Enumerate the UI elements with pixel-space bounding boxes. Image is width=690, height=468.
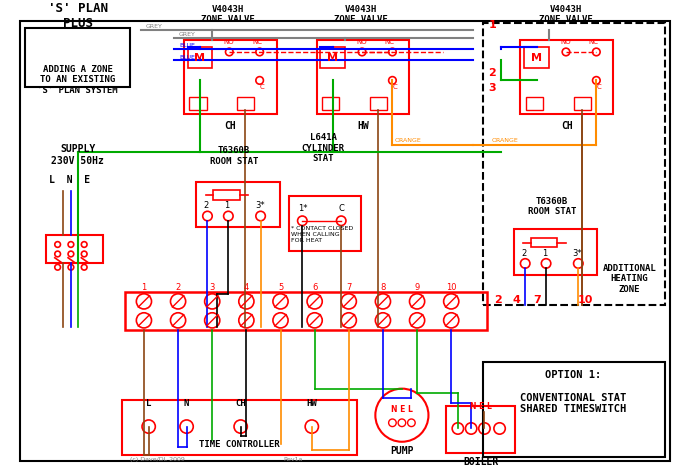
Bar — [526, 96, 543, 110]
Text: N E L: N E L — [470, 402, 491, 411]
Text: NO: NO — [356, 39, 367, 45]
Text: 4: 4 — [244, 283, 249, 292]
Text: ORANGE: ORANGE — [394, 138, 421, 143]
Bar — [322, 96, 339, 110]
Text: NO: NO — [560, 39, 571, 45]
Text: C: C — [596, 84, 601, 90]
Text: 7: 7 — [346, 283, 351, 292]
Text: NC: NC — [589, 39, 599, 45]
Bar — [237, 96, 254, 110]
Text: 5: 5 — [278, 283, 283, 292]
Bar — [196, 182, 279, 227]
Text: NC: NC — [385, 39, 395, 45]
Text: N: N — [184, 399, 189, 408]
Bar — [184, 40, 277, 114]
Text: TIME CONTROLLER: TIME CONTROLLER — [199, 440, 280, 449]
Text: T6360B
ROOM STAT: T6360B ROOM STAT — [528, 197, 576, 216]
Text: L: L — [146, 399, 151, 408]
Text: M: M — [195, 52, 206, 63]
Bar — [370, 96, 386, 110]
Text: HW: HW — [357, 121, 369, 131]
Bar — [531, 238, 558, 247]
Bar — [46, 235, 103, 263]
Text: ORANGE: ORANGE — [492, 138, 519, 143]
Bar — [482, 362, 664, 457]
Text: OPTION 1:

CONVENTIONAL STAT
SHARED TIMESWITCH: OPTION 1: CONVENTIONAL STAT SHARED TIMES… — [520, 370, 627, 415]
Text: CH: CH — [224, 121, 236, 131]
Text: 2: 2 — [494, 295, 502, 305]
Text: 1: 1 — [141, 283, 146, 292]
Text: 1*: 1* — [299, 205, 308, 213]
Bar — [213, 190, 239, 200]
Text: 10: 10 — [446, 283, 457, 292]
Text: ADDING A ZONE
TO AN EXISTING
'S' PLAN SYSTEM: ADDING A ZONE TO AN EXISTING 'S' PLAN SY… — [37, 65, 118, 95]
Text: L  N  E: L N E — [50, 175, 90, 185]
Text: L641A
CYLINDER
STAT: L641A CYLINDER STAT — [302, 133, 345, 163]
Text: 10: 10 — [578, 295, 593, 305]
Text: 3*: 3* — [573, 249, 582, 258]
Text: BLUE: BLUE — [179, 55, 195, 59]
Text: 3: 3 — [210, 283, 215, 292]
Text: GREY: GREY — [179, 32, 196, 37]
Bar — [446, 406, 515, 453]
Text: PUMP: PUMP — [390, 446, 414, 455]
Bar — [573, 96, 591, 110]
Text: 7: 7 — [533, 295, 540, 305]
Text: 1: 1 — [542, 249, 548, 258]
Text: M: M — [531, 52, 542, 63]
Text: M: M — [327, 52, 338, 63]
Text: 4: 4 — [513, 295, 521, 305]
Text: C: C — [338, 205, 344, 213]
Text: 8: 8 — [380, 283, 386, 292]
Bar — [514, 229, 598, 275]
Text: SUPPLY
230V 50Hz: SUPPLY 230V 50Hz — [51, 144, 104, 166]
Text: 2: 2 — [522, 249, 526, 258]
Text: 9: 9 — [415, 283, 420, 292]
Bar — [482, 22, 664, 305]
Text: 1: 1 — [224, 201, 230, 211]
Text: V4043H
ZONE VALVE: V4043H ZONE VALVE — [201, 5, 255, 24]
Text: NC: NC — [252, 39, 262, 45]
Text: NO: NO — [224, 39, 234, 45]
Bar — [317, 40, 409, 114]
Bar — [520, 40, 613, 114]
Text: BOILER: BOILER — [463, 457, 498, 467]
Text: 3*: 3* — [255, 201, 264, 211]
Bar — [188, 47, 213, 68]
Text: C: C — [259, 84, 264, 90]
Text: ADDITIONAL
HEATING
ZONE: ADDITIONAL HEATING ZONE — [602, 264, 656, 294]
Bar — [524, 47, 549, 68]
Text: (c) Dave/DL 2009: (c) Dave/DL 2009 — [130, 457, 185, 462]
Text: C: C — [393, 84, 397, 90]
Text: 2: 2 — [175, 283, 181, 292]
Bar — [190, 96, 206, 110]
Text: GREY: GREY — [146, 24, 163, 29]
Text: 3: 3 — [489, 83, 496, 93]
Bar — [122, 400, 357, 455]
Text: BLUE: BLUE — [179, 43, 195, 48]
Text: HW: HW — [306, 399, 317, 408]
Text: CH: CH — [235, 399, 246, 408]
Text: N E L: N E L — [391, 405, 413, 414]
Text: V4043H
ZONE VALVE: V4043H ZONE VALVE — [539, 5, 593, 24]
Text: 2: 2 — [489, 68, 496, 78]
Bar — [320, 47, 345, 68]
Text: 'S' PLAN
PLUS: 'S' PLAN PLUS — [48, 2, 108, 30]
Text: Rev1a: Rev1a — [284, 457, 303, 462]
Bar — [26, 28, 130, 87]
Text: * CONTACT CLOSED
WHEN CALLING
FOR HEAT: * CONTACT CLOSED WHEN CALLING FOR HEAT — [291, 226, 353, 242]
Bar — [125, 292, 487, 330]
Text: 1: 1 — [489, 20, 496, 30]
Text: 2: 2 — [204, 201, 209, 211]
Text: CH: CH — [561, 121, 573, 131]
Text: T6360B
ROOM STAT: T6360B ROOM STAT — [210, 146, 258, 166]
Text: V4043H
ZONE VALVE: V4043H ZONE VALVE — [334, 5, 388, 24]
Text: 6: 6 — [312, 283, 317, 292]
Bar — [289, 196, 361, 251]
